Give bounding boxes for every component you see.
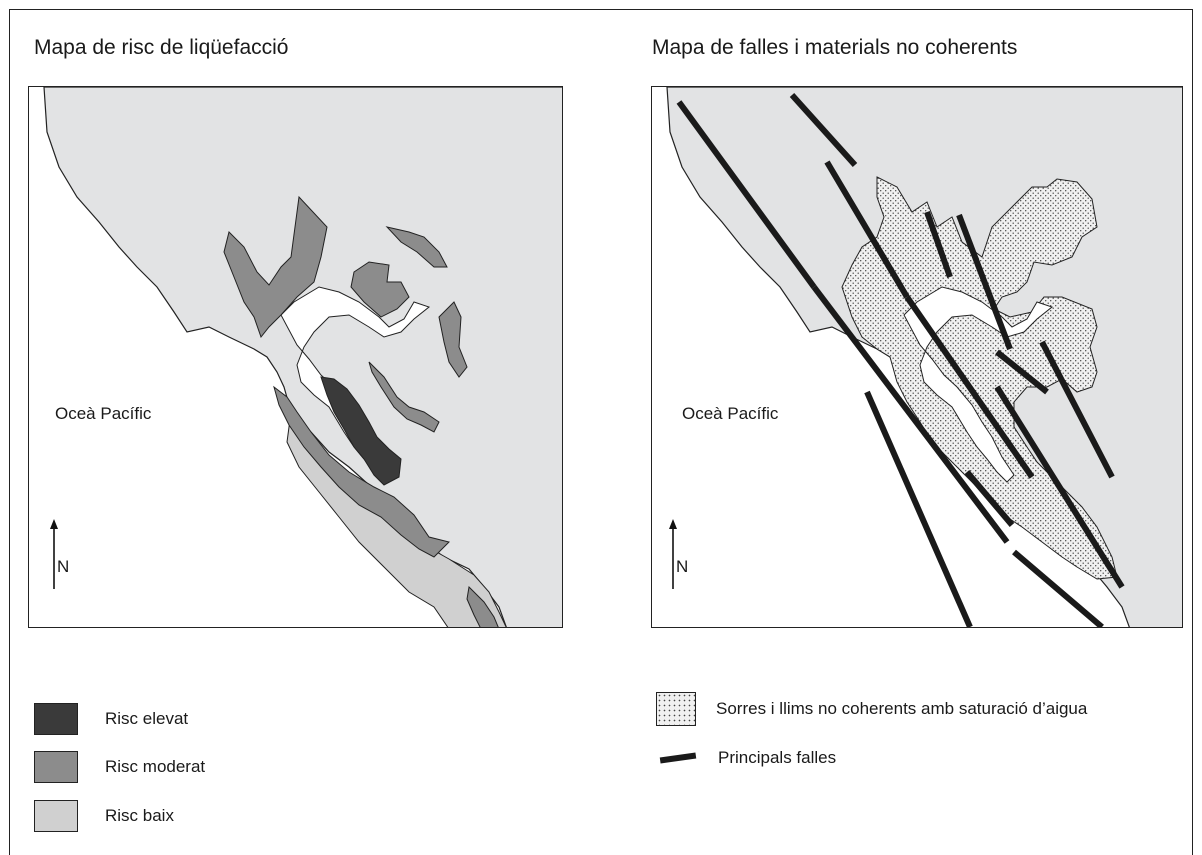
liquefaction-risk-map: Oceà Pacífic N [28,86,563,628]
risk-moderate-zone [273,385,450,558]
right-map-title: Mapa de falles i materials no coherents [652,36,1018,59]
fault-lines [676,92,1125,627]
legend-swatch-high [34,703,78,735]
legend-label: Risc baix [105,806,174,825]
north-arrow-right: N [662,519,692,589]
legend-item-moderate-risk: Risc moderat [34,751,205,783]
fault-line [1039,340,1115,479]
left-map-title: Mapa de risc de liqüefacció [34,36,289,59]
legend-label: Principals falles [718,748,837,767]
legend-swatch-stippled [656,692,696,726]
legend-item-faults: Principals falles [659,748,837,768]
risk-moderate-zone [385,226,448,268]
fault-line [789,92,858,168]
legend-label: Risc elevat [105,709,189,728]
fault-line [864,390,973,627]
ocean-label-left: Oceà Pacífic [55,404,152,423]
legend-item-sands: Sorres i llims no coherents amb saturaci… [656,692,1087,726]
fault-line [1012,549,1104,627]
risk-moderate-zone [438,301,468,378]
fault-line [964,470,1015,527]
risk-moderate-zone [350,261,410,318]
bay-water [903,286,1054,483]
legend-swatch-low [34,800,78,832]
legend-swatch-moderate [34,751,78,783]
legend-item-low-risk: Risc baix [34,800,174,832]
risk-moderate-zone [223,195,328,339]
legend-label: Sorres i llims no coherents amb saturaci… [716,699,1088,718]
risk-moderate-zone [466,585,499,627]
legend-label: Risc moderat [105,757,206,776]
north-label-right: N [676,557,689,576]
fault-line [811,285,1010,544]
fault-line [904,295,1035,479]
legend-item-high-risk: Risc elevat [34,703,188,735]
north-arrow-left: N [43,519,73,589]
fault-line [824,160,910,299]
figure-frame [9,9,1193,855]
risk-high-zone [320,376,402,486]
fault-line [924,210,953,279]
fault-line [676,100,817,289]
risk-moderate-zone [368,361,440,433]
legend-swatch-fault [659,752,697,764]
fault-line [994,385,1125,589]
fault-line [956,213,1013,351]
ocean-label-right: Oceà Pacífic [682,404,779,423]
faults-materials-map: Oceà Pacífic N [651,86,1183,628]
fault-line [995,349,1049,395]
north-label-left: N [57,557,70,576]
